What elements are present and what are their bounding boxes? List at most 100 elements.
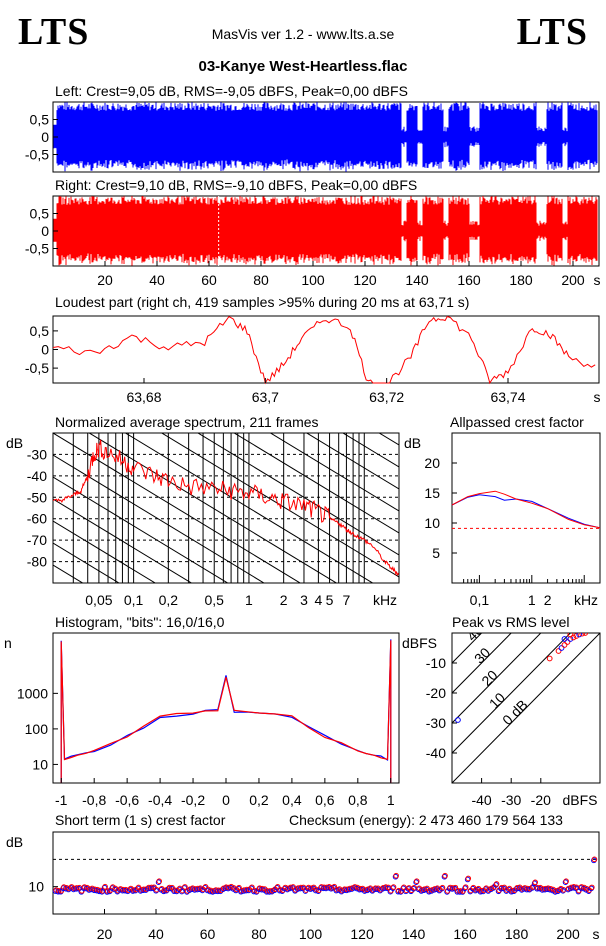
right-waveform-xtick-label: 80: [253, 272, 269, 288]
loudest-part-xtick-label: 63,7: [252, 389, 279, 405]
loudest-part-xunit: s: [594, 389, 601, 405]
right-waveform-ytick-label: 0,5: [30, 206, 50, 222]
allpassed-crest-xunit: kHz: [574, 592, 598, 608]
right-waveform-xtick-label: 100: [301, 272, 325, 288]
right-waveform-title: Right: Crest=9,10 dB, RMS=-9,10 dBFS, Pe…: [55, 177, 417, 193]
short-term-crest-point-right: [591, 856, 598, 863]
peak-vs-rms-point: [579, 633, 586, 637]
short-term-crest-point-right: [393, 872, 399, 879]
spectrum-ylabel: dB: [6, 435, 23, 451]
spectrum-ytick-label: -70: [27, 532, 47, 548]
peak-vs-rms-point: [561, 636, 568, 642]
spectrum-slope-line: [53, 520, 157, 583]
left-waveform-ytick-label: 0: [41, 129, 49, 145]
loudest-part-title: Loudest part (right ch, 419 samples >95%…: [55, 294, 469, 310]
peak-vs-rms-xtick-label: -40: [471, 792, 491, 808]
spectrum-slope-line: [53, 498, 193, 583]
right-waveform-xtick-label: 160: [457, 272, 481, 288]
peak-vs-rms-point: [576, 633, 583, 638]
short-term-crest-point-right: [563, 878, 569, 885]
allpassed-crest-ylabel: dB: [404, 435, 421, 451]
peak-vs-rms-point: [582, 633, 589, 636]
short-term-crest-xtick-label: 80: [251, 926, 267, 942]
spectrum-xtick-label: 4: [314, 592, 322, 608]
peak-vs-rms-crest-line: [452, 633, 600, 783]
spectrum-xtick-label: 0,5: [204, 592, 224, 608]
peak-vs-rms-title: Peak vs RMS level: [452, 614, 569, 630]
short-term-crest-point-right: [421, 886, 428, 893]
short-term-crest-point-right: [156, 878, 162, 885]
histogram-xtick-label: 0,6: [315, 792, 335, 808]
spectrum-xtick-label: 0,1: [124, 592, 144, 608]
histogram-xtick-label: 0,2: [249, 792, 269, 808]
right-waveform-xtick-label: 60: [201, 272, 217, 288]
histogram-frame: [52, 632, 400, 784]
peak-vs-rms-crest-label: 10: [486, 689, 508, 711]
loudest-part-ytick-label: 0: [41, 342, 49, 358]
spectrum-title: Normalized average spectrum, 211 frames: [55, 414, 319, 430]
spectrum-slope-line: [197, 433, 399, 556]
histogram-xtick-label: 0: [222, 792, 230, 808]
short-term-crest-point-right: [493, 881, 500, 887]
spectrum-slope-line: [233, 433, 399, 534]
short-term-crest-xunit: s: [593, 926, 600, 942]
short-term-crest-xtick-label: 120: [350, 926, 374, 942]
spectrum-slope-line: [269, 433, 399, 512]
spectrum-slope-line: [53, 454, 265, 583]
short-term-crest-point-right: [390, 884, 397, 890]
short-term-crest-xtick-label: 160: [453, 926, 477, 942]
loudest-part-ytick-label: 0,5: [30, 323, 50, 339]
peak-vs-rms-point: [546, 655, 553, 662]
checksum-text: Checksum (energy): 2 473 460 179 564 133: [289, 812, 563, 828]
right-waveform-xunit: s: [594, 272, 601, 288]
spectrum-xtick-label: 0,05: [85, 592, 112, 608]
short-term-crest-xtick-label: 40: [148, 926, 164, 942]
histogram-xtick-label: -0,2: [181, 792, 205, 808]
short-term-crest-ytick-label: 10: [28, 879, 44, 895]
histogram-ytick-label: 1000: [17, 685, 48, 701]
loudest-part-line: [52, 315, 596, 385]
peak-vs-rms-point: [570, 634, 577, 641]
short-term-crest-point-right: [473, 886, 479, 893]
peak-vs-rms-ytick-label: -10: [426, 655, 446, 671]
peak-vs-rms-point: [573, 633, 580, 639]
short-term-crest-xtick-label: 180: [505, 926, 529, 942]
allpassed-crest-title: Allpassed crest factor: [450, 414, 584, 430]
right-waveform-ytick-label: -0,5: [25, 241, 49, 257]
spectrum-slope-line: [160, 433, 399, 578]
histogram-xtick-label: -0,4: [148, 792, 172, 808]
short-term-crest-point-right: [462, 884, 469, 890]
histogram-left-line: [60, 639, 392, 783]
peak-vs-rms-ytick-label: -20: [426, 685, 446, 701]
spectrum-xtick-label: 0,2: [159, 592, 179, 608]
short-term-crest-xtick-label: 140: [402, 926, 426, 942]
spectrum-slope-line: [53, 542, 120, 583]
spectrum-slope-line: [305, 433, 399, 490]
peak-vs-rms-point: [567, 633, 574, 638]
spectrum-xtick-label: 1: [245, 592, 253, 608]
spectrum-xtick-label: 2: [280, 592, 288, 608]
lts-logo-left: LTS: [18, 11, 90, 53]
histogram-ylabel: n: [4, 635, 12, 651]
histogram-right-line: [60, 640, 392, 783]
left-waveform-signal: [53, 102, 598, 172]
peak-vs-rms-point: [561, 642, 568, 648]
peak-vs-rms-ytick-label: -30: [426, 715, 446, 731]
histogram-xtick-label: -0,8: [82, 792, 106, 808]
spectrum-plot-area: [53, 433, 399, 583]
short-term-crest-xtick-label: 20: [97, 926, 113, 942]
left-waveform-ytick-label: 0,5: [30, 112, 50, 128]
short-term-crest-point-right: [589, 884, 595, 891]
spectrum-ytick-label: -40: [27, 468, 47, 484]
peak-vs-rms-point: [564, 639, 571, 645]
allpassed-crest-frame: [451, 432, 601, 584]
histogram-xtick-label: 0,4: [282, 792, 302, 808]
peak-vs-rms-ylabel: dBFS: [402, 635, 437, 651]
spectrum-slope-line: [88, 433, 338, 583]
histogram-xtick-label: 0,8: [348, 792, 368, 808]
right-waveform-xtick-label: 40: [149, 272, 165, 288]
loudest-part-ytick-label: -0,5: [25, 360, 49, 376]
peak-vs-rms-ytick-label: -40: [426, 745, 446, 761]
